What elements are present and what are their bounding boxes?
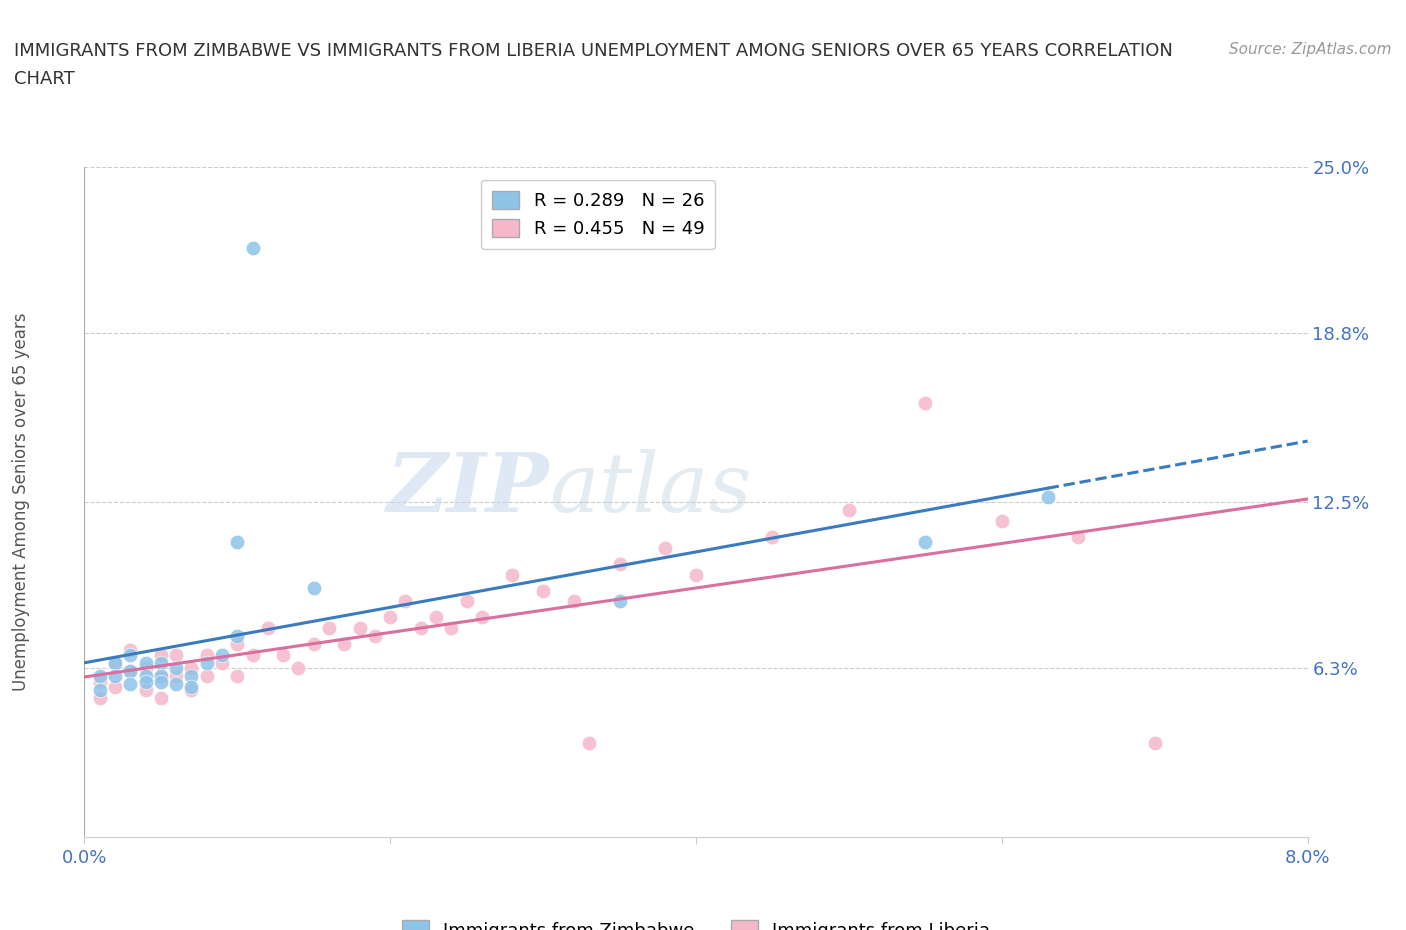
Point <box>501 567 523 582</box>
Point <box>89 683 111 698</box>
Point <box>149 669 172 684</box>
Point <box>226 637 249 652</box>
Point <box>165 669 187 684</box>
Point <box>104 656 127 671</box>
Text: ZIP: ZIP <box>387 449 550 529</box>
Point <box>761 529 783 544</box>
Point <box>165 661 187 676</box>
Point <box>409 620 432 635</box>
Point <box>226 629 249 644</box>
Point <box>914 535 936 550</box>
Point <box>165 677 187 692</box>
Point <box>180 680 202 695</box>
Point <box>211 656 233 671</box>
Point <box>104 669 127 684</box>
Point <box>149 656 172 671</box>
Point <box>302 637 325 652</box>
Point <box>990 513 1012 528</box>
Point <box>609 594 631 609</box>
Text: CHART: CHART <box>14 70 75 87</box>
Point <box>440 620 463 635</box>
Point <box>349 620 371 635</box>
Point <box>271 647 294 662</box>
Point <box>89 690 111 705</box>
Point <box>394 594 416 609</box>
Point <box>135 669 157 684</box>
Point <box>135 683 157 698</box>
Point <box>211 647 233 662</box>
Point <box>364 629 387 644</box>
Point <box>318 620 340 635</box>
Point <box>120 647 142 662</box>
Point <box>165 647 187 662</box>
Point <box>242 240 264 255</box>
Point <box>120 677 142 692</box>
Text: Unemployment Among Seniors over 65 years: Unemployment Among Seniors over 65 years <box>13 313 30 691</box>
Point <box>302 580 325 595</box>
Point <box>180 683 202 698</box>
Point <box>914 395 936 410</box>
Point <box>471 610 494 625</box>
Point <box>257 620 280 635</box>
Point <box>609 556 631 571</box>
Point <box>654 540 676 555</box>
Text: Source: ZipAtlas.com: Source: ZipAtlas.com <box>1229 42 1392 57</box>
Point <box>149 690 172 705</box>
Point <box>135 656 157 671</box>
Point <box>1036 489 1059 504</box>
Point <box>456 594 478 609</box>
Point <box>685 567 707 582</box>
Point <box>195 647 218 662</box>
Text: atlas: atlas <box>550 449 752 529</box>
Point <box>180 669 202 684</box>
Point <box>838 503 860 518</box>
Point <box>287 661 309 676</box>
Point <box>226 669 249 684</box>
Point <box>104 656 127 671</box>
Legend: Immigrants from Zimbabwe, Immigrants from Liberia: Immigrants from Zimbabwe, Immigrants fro… <box>395 913 997 930</box>
Text: IMMIGRANTS FROM ZIMBABWE VS IMMIGRANTS FROM LIBERIA UNEMPLOYMENT AMONG SENIORS O: IMMIGRANTS FROM ZIMBABWE VS IMMIGRANTS F… <box>14 42 1173 60</box>
Point <box>195 669 218 684</box>
Point <box>380 610 402 625</box>
Point <box>120 642 142 657</box>
Point <box>242 647 264 662</box>
Point <box>149 674 172 689</box>
Point <box>120 663 142 678</box>
Point <box>562 594 585 609</box>
Point <box>89 674 111 689</box>
Point <box>531 583 554 598</box>
Point <box>1067 529 1090 544</box>
Point <box>226 535 249 550</box>
Point <box>149 669 172 684</box>
Point <box>104 680 127 695</box>
Point <box>135 661 157 676</box>
Point <box>180 661 202 676</box>
Point <box>149 647 172 662</box>
Point <box>425 610 447 625</box>
Point <box>195 656 218 671</box>
Point <box>578 736 600 751</box>
Point <box>333 637 356 652</box>
Point <box>120 663 142 678</box>
Point <box>89 669 111 684</box>
Point <box>1143 736 1166 751</box>
Point <box>135 674 157 689</box>
